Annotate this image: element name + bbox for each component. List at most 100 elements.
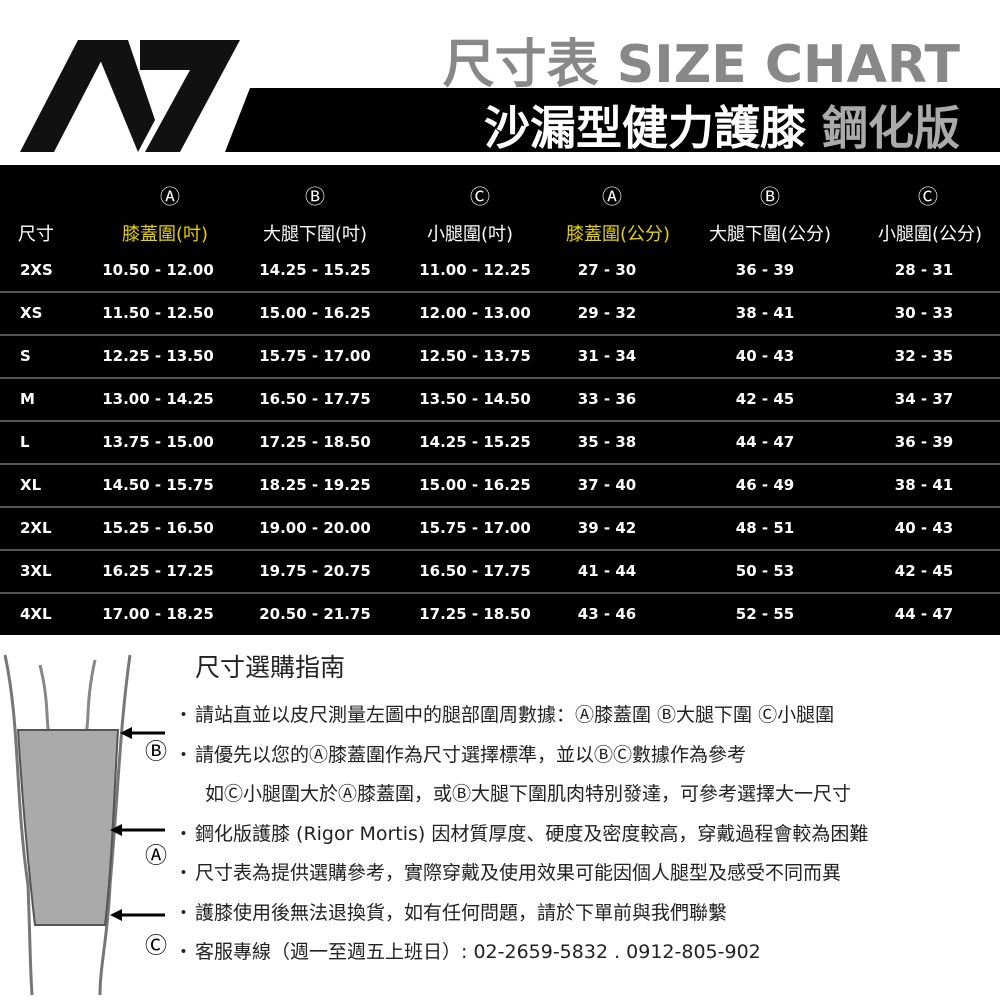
table-cell: 12.00 - 13.00 — [419, 304, 531, 322]
table-cell: 41 - 44 — [577, 562, 637, 580]
table-cell: 32 - 35 — [894, 347, 954, 365]
table-cell: 37 - 40 — [577, 476, 637, 494]
table-cell: 11.50 - 12.50 — [102, 304, 214, 322]
table-cell: 18.25 - 19.25 — [259, 476, 371, 494]
table-cell: 29 - 32 — [577, 304, 637, 322]
column-header: 尺寸 — [18, 224, 54, 245]
table-cell: 30 - 33 — [894, 304, 954, 322]
table-cell: 2XS — [20, 261, 53, 279]
table-cell: 28 - 31 — [894, 261, 954, 279]
table-cell: 15.25 - 16.50 — [102, 519, 214, 537]
table-cell: 20.50 - 21.75 — [259, 605, 371, 623]
diagram-label: Ⓒ — [145, 934, 168, 959]
column-marker: Ⓑ — [305, 184, 325, 209]
column-header: 膝蓋圍(公分) — [565, 224, 671, 245]
size-table: Ⓐ Ⓑ Ⓒ Ⓐ Ⓑ Ⓒ 尺寸 膝蓋圍(吋) 大腿下圍(吋) 小腿圍(吋) 膝蓋圍(公分) 大腿下圍(公… — [0, 165, 1000, 635]
row-separator — [0, 334, 1000, 336]
column-header: 大腿下圍(吋) — [262, 224, 368, 245]
table-cell: 10.50 - 12.00 — [102, 261, 214, 279]
table-cell: 3XL — [20, 562, 52, 580]
table-cell: 48 - 51 — [735, 519, 795, 537]
row-separator — [0, 420, 1000, 422]
column-marker: Ⓒ — [470, 184, 490, 209]
table-cell: 12.25 - 13.50 — [102, 347, 214, 365]
table-cell: 36 - 39 — [894, 433, 954, 451]
row-separator — [0, 377, 1000, 379]
row-separator — [0, 506, 1000, 508]
column-marker: Ⓐ — [602, 184, 622, 209]
column-marker: Ⓐ — [160, 184, 180, 209]
table-cell: 16.25 - 17.25 — [102, 562, 214, 580]
table-cell: 31 - 34 — [577, 347, 637, 365]
column-header: 膝蓋圍(吋) — [121, 224, 209, 245]
table-cell: 44 - 47 — [894, 605, 954, 623]
diagram-label: Ⓐ — [145, 844, 168, 869]
table-cell: 16.50 - 17.75 — [419, 562, 531, 580]
column-marker: Ⓒ — [918, 184, 938, 209]
table-cell: 35 - 38 — [577, 433, 637, 451]
guide-item: 請優先以您的Ⓐ膝蓋圍作為尺寸選擇標準，並以ⒷⒸ數據作為參考 — [195, 740, 746, 767]
table-cell: 17.25 - 18.50 — [259, 433, 371, 451]
table-cell: XS — [20, 304, 43, 322]
table-cell: 11.00 - 12.25 — [419, 261, 531, 279]
table-cell: 17.25 - 18.50 — [419, 605, 531, 623]
row-separator — [0, 463, 1000, 465]
table-cell: 2XL — [20, 519, 52, 537]
guide-title: 尺寸選購指南 — [195, 653, 346, 682]
table-cell: 33 - 36 — [577, 390, 637, 408]
table-cell: 43 - 46 — [577, 605, 637, 623]
table-cell: XL — [20, 476, 42, 494]
table-cell: 42 - 45 — [894, 562, 954, 580]
table-cell: 39 - 42 — [577, 519, 637, 537]
leg-diagram — [3, 654, 165, 996]
table-cell: 44 - 47 — [735, 433, 795, 451]
table-cell: 13.75 - 15.00 — [102, 433, 214, 451]
table-cell: 15.75 - 17.00 — [259, 347, 371, 365]
column-header: 大腿下圍(公分) — [708, 224, 832, 245]
table-cell: 4XL — [20, 605, 52, 623]
table-cell: 36 - 39 — [735, 261, 795, 279]
table-cell: 17.00 - 18.25 — [102, 605, 214, 623]
table-cell: M — [20, 390, 35, 408]
table-cell: 16.50 - 17.75 — [259, 390, 371, 408]
table-cell: 19.75 - 20.75 — [259, 562, 371, 580]
table-cell: L — [20, 433, 30, 451]
table-cell: 38 - 41 — [894, 476, 954, 494]
table-cell: S — [20, 347, 31, 365]
title: 尺寸表 SIZE CHART — [442, 35, 960, 95]
table-cell: 42 - 45 — [735, 390, 795, 408]
column-header: 小腿圍(公分) — [877, 224, 983, 245]
guide-item: 客服專線（週一至週五上班日）: 02-2659-5832 . 0912-805-… — [195, 937, 761, 964]
table-cell: 14.50 - 15.75 — [102, 476, 214, 494]
guide-item: 如Ⓒ小腿圍大於Ⓐ膝蓋圍，或Ⓑ大腿下圍肌肉特別發達，可參考選擇大一尺寸 — [205, 783, 852, 805]
table-cell: 52 - 55 — [735, 605, 795, 623]
table-cell: 12.50 - 13.75 — [419, 347, 531, 365]
table-cell: 46 - 49 — [735, 476, 795, 494]
table-cell: 27 - 30 — [577, 261, 637, 279]
guide-item: 護膝使用後無法退換貨，如有任何問題，請於下單前與我們聯繫 — [195, 898, 727, 925]
subtitle: 沙漏型健力護膝 鋼化版 — [483, 101, 960, 155]
table-cell: 15.00 - 16.25 — [259, 304, 371, 322]
column-marker: Ⓑ — [760, 184, 780, 209]
table-cell: 19.00 - 20.00 — [259, 519, 371, 537]
table-cell: 50 - 53 — [735, 562, 795, 580]
table-cell: 14.25 - 15.25 — [259, 261, 371, 279]
column-header: 小腿圍(吋) — [426, 224, 514, 245]
table-cell: 38 - 41 — [735, 304, 795, 322]
row-separator — [0, 549, 1000, 551]
guide-item: 鋼化版護膝 (Rigor Mortis) 因材質厚度、硬度及密度較高，穿戴過程會… — [195, 819, 868, 846]
table-cell: 15.75 - 17.00 — [419, 519, 531, 537]
guide-item: 請站直並以皮尺測量左圖中的腿部圍周數據：Ⓐ膝蓋圍 Ⓑ大腿下圍 Ⓒ小腿圍 — [195, 700, 834, 727]
table-cell: 40 - 43 — [735, 347, 795, 365]
table-cell: 13.00 - 14.25 — [102, 390, 214, 408]
guide-item: 尺寸表為提供選購參考，實際穿戴及使用效果可能因個人腿型及感受不同而異 — [195, 858, 841, 885]
table-cell: 34 - 37 — [894, 390, 954, 408]
diagram-label: Ⓑ — [145, 740, 168, 765]
table-cell: 15.00 - 16.25 — [419, 476, 531, 494]
table-cell: 13.50 - 14.50 — [419, 390, 531, 408]
table-cell: 40 - 43 — [894, 519, 954, 537]
logo — [20, 40, 1000, 152]
row-separator — [0, 291, 1000, 293]
table-cell: 14.25 - 15.25 — [419, 433, 531, 451]
